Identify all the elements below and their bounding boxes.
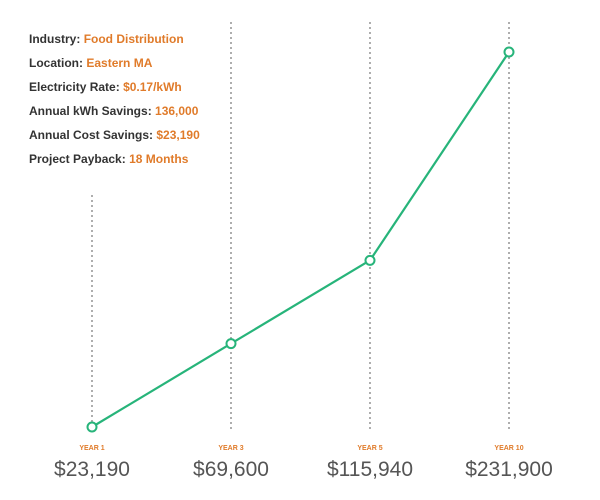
info-value: $23,190 [156,128,200,142]
info-row-cost-savings: Annual Cost Savings: $23,190 [29,128,200,142]
data-point [364,254,376,266]
info-label: Annual kWh Savings [29,104,148,118]
data-label: $231,900 [465,458,553,481]
data-points [86,46,515,433]
info-value: 136,000 [155,104,199,118]
info-label: Electricity Rate [29,80,116,94]
data-point [225,338,237,350]
data-label: $69,600 [193,458,269,481]
series-line [91,51,510,428]
x-tick-label: YEAR 5 [357,445,382,452]
info-label: Project Payback [29,152,122,166]
gridlines [91,22,510,432]
info-value: Food Distribution [83,32,184,46]
info-value: $0.17/kWh [123,80,182,94]
info-row-payback: Project Payback: 18 Months [29,152,189,166]
data-label: $115,940 [327,458,413,481]
data-point [503,46,515,58]
info-row-electricity-rate: Electricity Rate: $0.17/kWh [29,80,182,94]
x-tick-label: YEAR 3 [218,445,243,452]
info-value: 18 Months [129,152,189,166]
data-label: $23,190 [54,458,130,481]
data-point [86,421,98,433]
axis-labels: YEAR 1 YEAR 3 YEAR 5 YEAR 10 $23,190 $69,600 $… [54,445,553,481]
project-info: Industry: Food Distribution Location: Ea… [29,27,200,171]
info-row-kwh-savings: Annual kWh Savings: 136,000 [29,104,199,118]
x-tick-label: YEAR 1 [79,445,104,452]
info-label: Annual Cost Savings [29,128,150,142]
info-row-industry: Industry: Food Distribution [29,32,184,46]
info-label: Industry [29,32,77,46]
x-tick-label: YEAR 10 [494,445,523,452]
info-label: Location [29,56,79,70]
info-row-location: Location: Eastern MA [29,56,153,70]
series-line-layer [91,51,510,428]
info-value: Eastern MA [86,56,153,70]
